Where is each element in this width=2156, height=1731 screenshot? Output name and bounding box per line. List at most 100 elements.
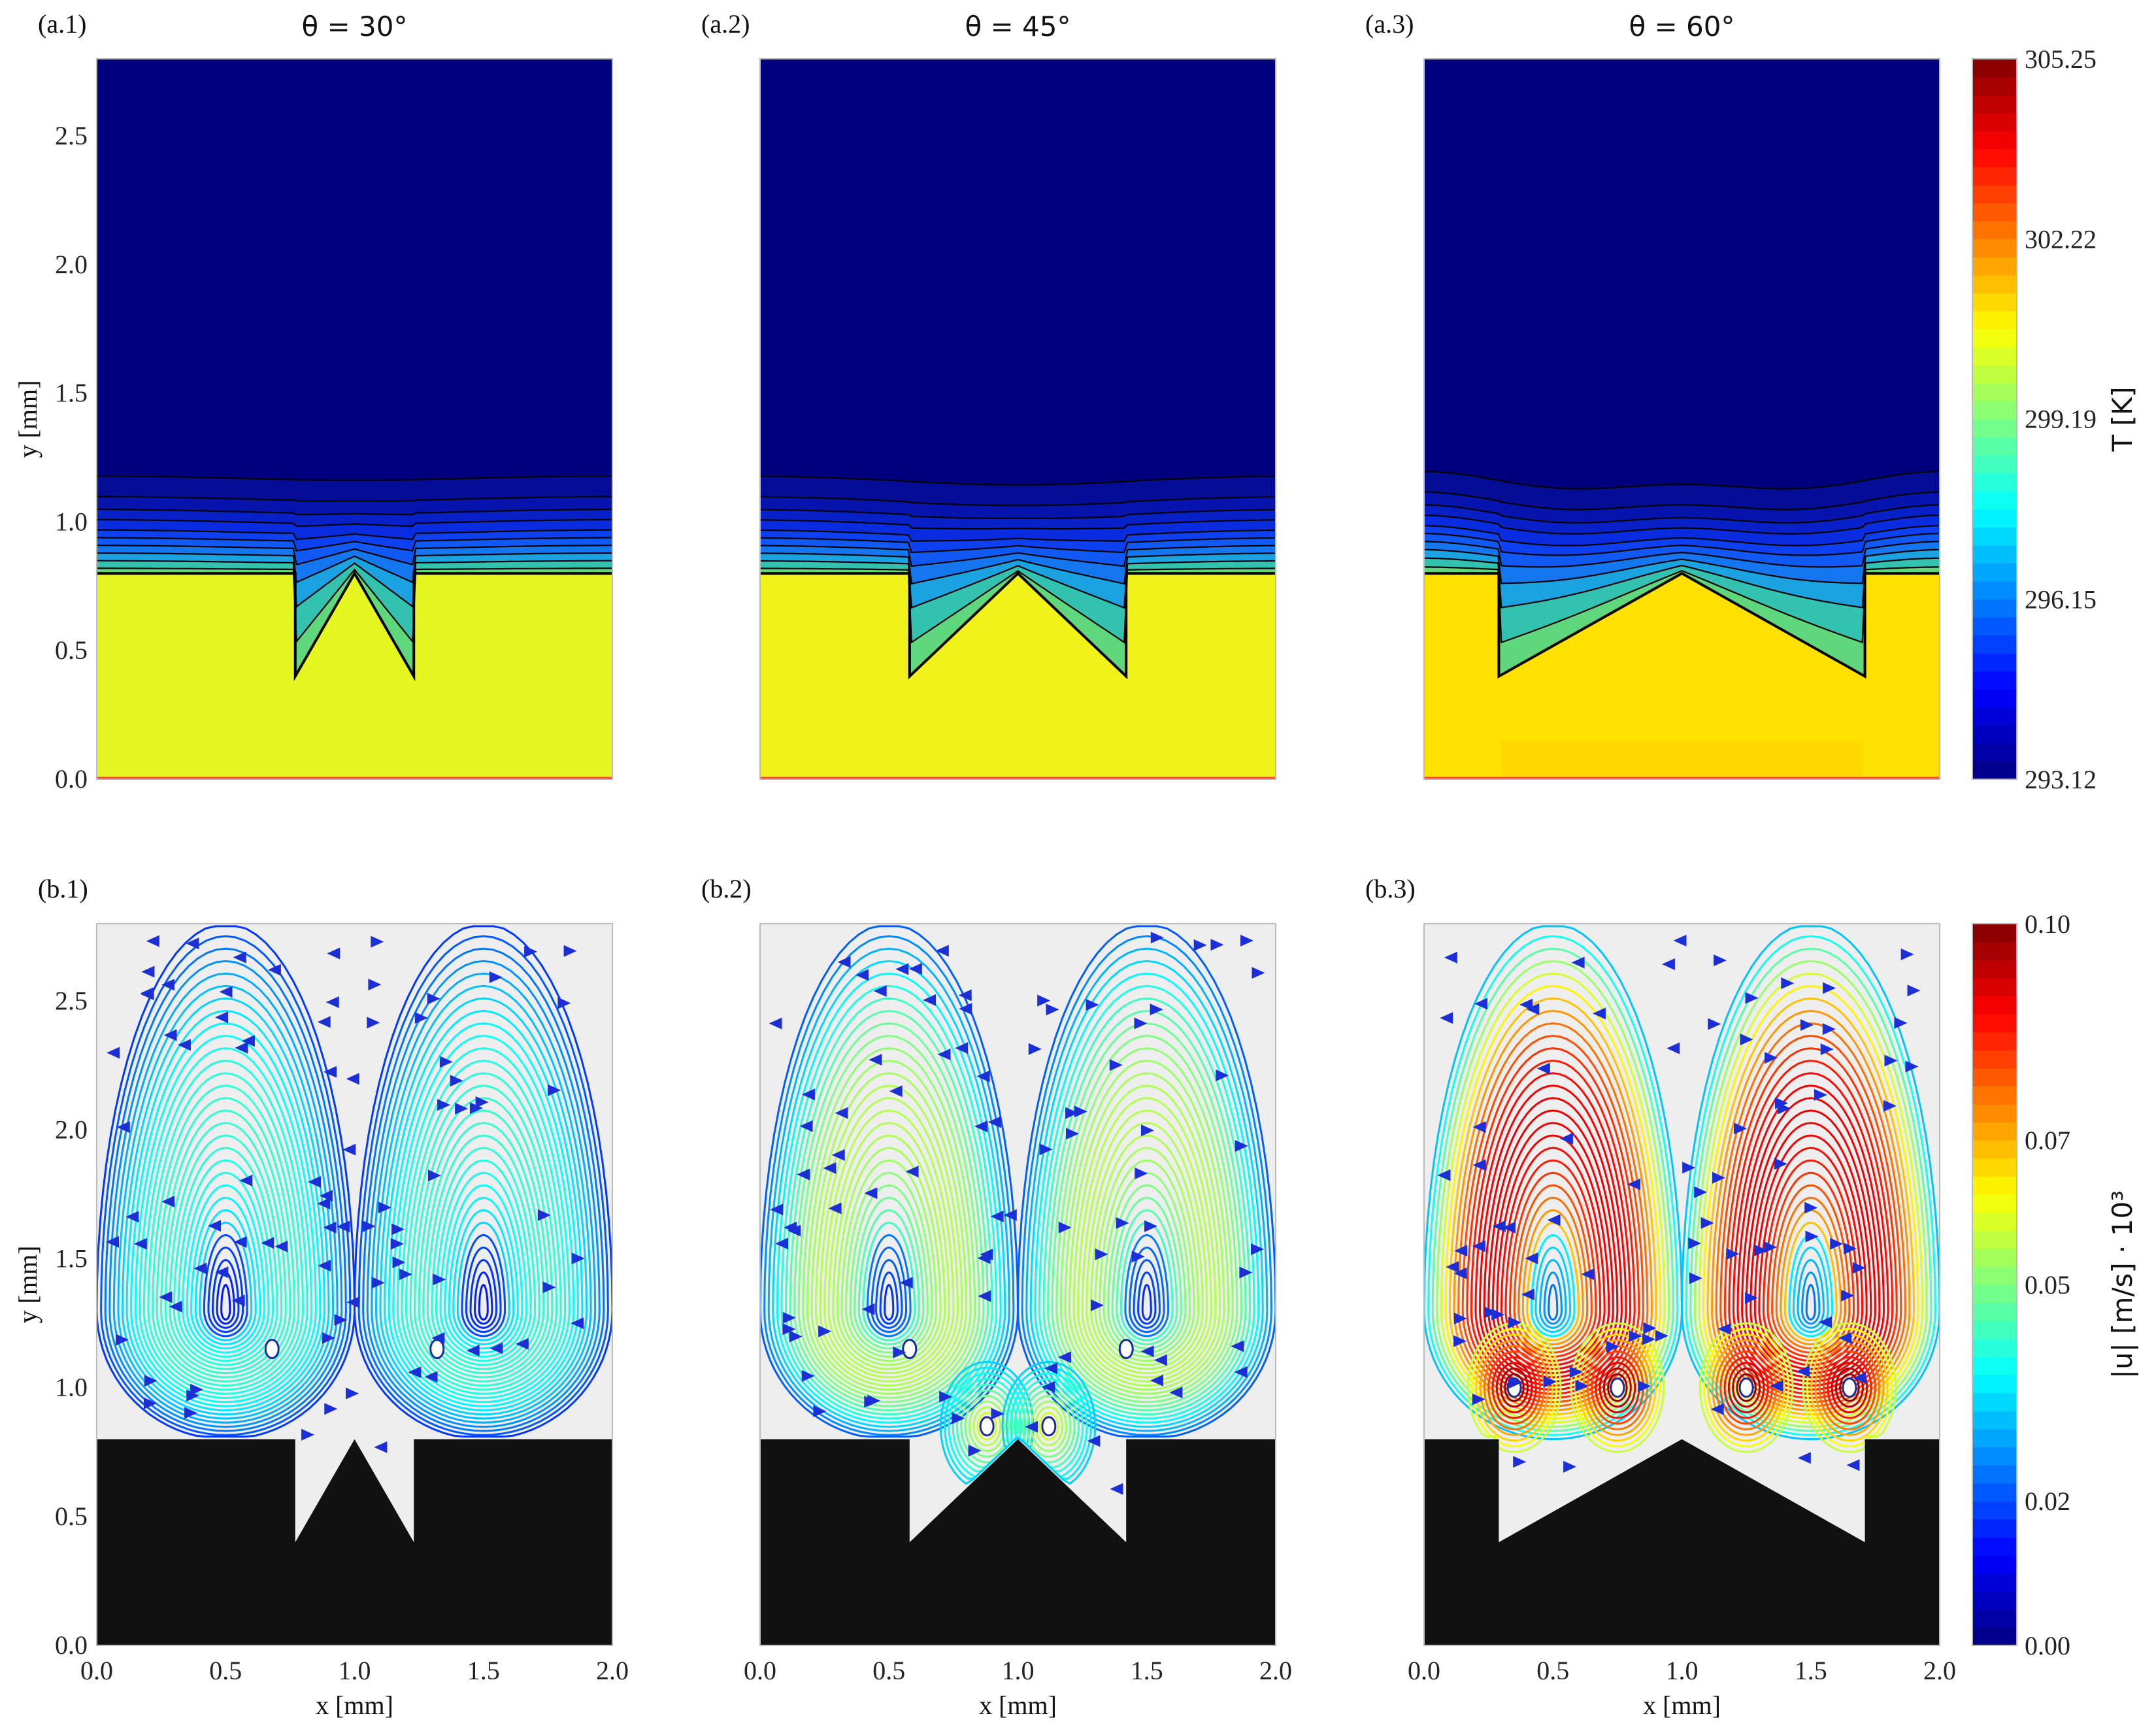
streamline (1051, 1022, 1242, 1407)
flow-arrow (107, 1047, 120, 1059)
streamline (1719, 1350, 1774, 1425)
streamline (366, 960, 601, 1428)
streamline (1526, 1221, 1580, 1341)
x-tick-label: 1.0 (339, 1656, 371, 1685)
flow-arrow (1606, 1341, 1619, 1353)
streamline (1521, 1209, 1584, 1346)
colorbar-step (1972, 1609, 2017, 1628)
colorbar-step (1972, 1302, 2017, 1321)
colorbar-label: |u| [m/s] · 10³ (2106, 1190, 2138, 1379)
flow-arrow (775, 1237, 788, 1250)
flow-arrow (1754, 1244, 1768, 1256)
colorbar-step (1972, 1067, 2017, 1086)
flow-arrow (1003, 1209, 1017, 1221)
flow-arrow (801, 1370, 815, 1382)
streamline (1133, 1258, 1161, 1329)
plot-frame (1423, 923, 1940, 1646)
flow-arrow (1141, 1124, 1154, 1137)
flow-arrow (1251, 1243, 1264, 1255)
colorbar-step (1972, 346, 2017, 365)
flow-arrow (146, 935, 159, 947)
streamline (130, 1022, 322, 1407)
x-tick-label: 2.0 (596, 1656, 629, 1685)
streamline (1444, 984, 1662, 1420)
colorbar-step (1972, 419, 2017, 438)
x-tick-label: 0.0 (1408, 1656, 1440, 1685)
streamline (810, 1072, 968, 1391)
colorbar-step (1972, 1212, 2017, 1231)
flow-arrow (1140, 1345, 1154, 1358)
flow-arrow (1472, 1240, 1485, 1252)
streamline (139, 1047, 313, 1400)
panel-label: (b.2) (701, 874, 752, 903)
flow-arrow (374, 1441, 388, 1453)
streamline (435, 1159, 532, 1362)
flow-arrow (1814, 1088, 1827, 1101)
flow-arrow (186, 1389, 200, 1402)
streamline (1711, 1339, 1782, 1436)
flow-arrow (437, 1099, 451, 1111)
vortex-center (1041, 1416, 1057, 1437)
flow-arrow (1110, 1483, 1123, 1495)
temperature-panel: (a.2) θ = 45° (701, 9, 1276, 780)
colorbar-step (1972, 76, 2017, 95)
flow-arrow (1689, 1272, 1702, 1285)
flow-arrow (1905, 1060, 1919, 1073)
streamline (1827, 1356, 1872, 1419)
flow-arrow (1661, 958, 1675, 970)
flow-arrow (1797, 1452, 1811, 1464)
flow-arrow (337, 1220, 350, 1233)
streamline (1475, 1333, 1553, 1442)
flow-arrow (905, 1166, 919, 1178)
streamline (789, 1009, 989, 1411)
colorbar-step (1972, 1519, 2017, 1538)
isotherm-line (760, 545, 1276, 567)
flow-arrow (1484, 1306, 1498, 1319)
flow-arrow (1216, 1069, 1229, 1082)
flow-arrow (1900, 948, 1914, 960)
streamline (814, 1084, 963, 1387)
flow-arrow (1796, 1365, 1810, 1377)
flow-arrow (231, 1294, 245, 1307)
colorbar-step (1972, 1248, 2017, 1267)
streamline (797, 1034, 980, 1403)
streamline (401, 1060, 567, 1395)
isotherm-line (97, 518, 612, 528)
streamline (1431, 947, 1674, 1432)
colorbar-step (1972, 1375, 2017, 1394)
colorbar-step (1972, 1014, 2017, 1033)
flow-arrow (1627, 1178, 1641, 1190)
y-tick-label: 2.0 (55, 250, 88, 279)
flow-arrow (1234, 1366, 1248, 1378)
flow-arrow (1519, 998, 1533, 1011)
streamline (220, 1284, 231, 1321)
flow-arrow (323, 1221, 337, 1234)
streamline (819, 1097, 959, 1383)
flow-arrow (1700, 1217, 1714, 1229)
flow-arrow (864, 1396, 878, 1408)
flow-arrow (215, 1011, 228, 1024)
flow-arrow (261, 1237, 274, 1249)
streamline (1500, 1367, 1529, 1408)
flow-arrow (1800, 1019, 1814, 1031)
streamline (1702, 984, 1919, 1420)
isotherm-line (1424, 557, 1940, 609)
streamline-field (760, 924, 1276, 1645)
colorbar-label: T [K] (2106, 386, 2138, 452)
y-tick-label: 2.5 (55, 986, 88, 1015)
flow-arrow (1841, 1289, 1855, 1302)
flow-arrow (427, 992, 440, 1005)
streamline (353, 925, 612, 1438)
flow-arrow (215, 1266, 229, 1279)
streamline (164, 1122, 287, 1375)
streamline (108, 960, 343, 1428)
flow-arrow (968, 1445, 982, 1457)
flow-arrow (1819, 1316, 1832, 1328)
streamline (1016, 925, 1276, 1438)
isotherm-line (97, 537, 612, 552)
isotherm-line (1424, 504, 1940, 524)
flow-arrow (1894, 1017, 1908, 1029)
streamline (1137, 1271, 1157, 1325)
colorbar-step (1972, 1501, 2017, 1520)
streamline (1599, 1362, 1636, 1414)
